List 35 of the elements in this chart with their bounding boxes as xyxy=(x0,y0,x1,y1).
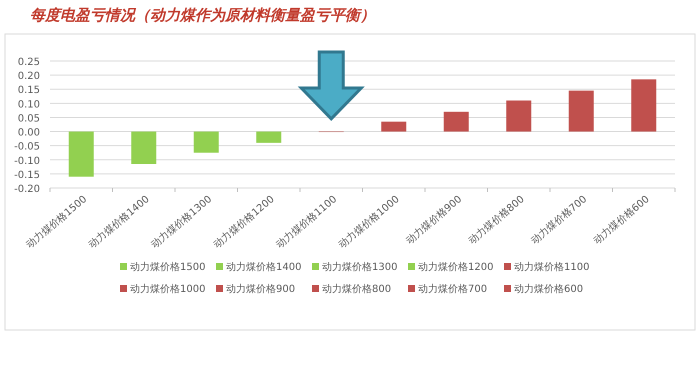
legend-label: 动力煤价格1100 xyxy=(514,261,590,273)
legend-label: 动力煤价格600 xyxy=(514,283,584,295)
legend-item: 动力煤价格1300 xyxy=(312,262,398,273)
legend-label: 动力煤价格900 xyxy=(226,283,296,295)
y-tick-label: 0.05 xyxy=(18,113,40,124)
legend-item: 动力煤价格700 xyxy=(408,284,488,295)
legend-item: 动力煤价格600 xyxy=(504,284,584,295)
x-tick-label: 动力煤价格700 xyxy=(528,193,590,247)
y-tick-label: 0.25 xyxy=(18,57,40,68)
y-tick-label: 0.00 xyxy=(18,128,40,139)
y-tick-label: 0.15 xyxy=(18,85,40,96)
legend-label: 动力煤价格1200 xyxy=(418,261,494,273)
legend-label: 动力煤价格1000 xyxy=(130,283,206,295)
y-tick-label: 0.10 xyxy=(18,99,40,110)
y-tick-label: -0.10 xyxy=(14,156,40,167)
legend-label: 动力煤价格1400 xyxy=(226,261,302,273)
legend-item: 动力煤价格1500 xyxy=(120,262,206,273)
legend-item: 动力煤价格1100 xyxy=(504,262,590,273)
legend-label: 动力煤价格1300 xyxy=(322,261,398,273)
legend-item: 动力煤价格900 xyxy=(216,284,296,295)
legend-item: 动力煤价格1200 xyxy=(408,262,494,273)
x-tick-label: 动力煤价格600 xyxy=(591,193,652,247)
legend-label: 动力煤价格800 xyxy=(322,283,392,295)
legend-label: 动力煤价格1500 xyxy=(130,261,206,273)
legend-label: 动力煤价格700 xyxy=(418,283,488,295)
y-tick-label: -0.05 xyxy=(14,142,40,153)
legend-item: 动力煤价格800 xyxy=(312,284,392,295)
legend-item: 动力煤价格1400 xyxy=(216,262,302,273)
y-tick-label: -0.15 xyxy=(14,170,40,181)
x-tick-label: 动力煤价格800 xyxy=(466,193,527,247)
y-tick-label: -0.20 xyxy=(14,184,40,195)
y-tick-label: 0.20 xyxy=(18,71,40,82)
chart-title: 每度电盈亏情况（动力煤作为原材料衡量盈亏平衡） xyxy=(30,6,375,24)
x-tick-label: 动力煤价格900 xyxy=(404,193,464,247)
legend-item: 动力煤价格1000 xyxy=(120,284,206,295)
